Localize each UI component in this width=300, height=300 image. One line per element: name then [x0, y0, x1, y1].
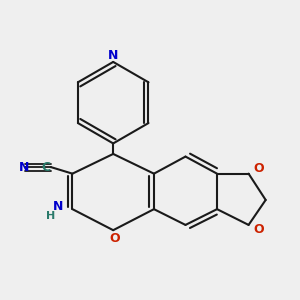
Text: H: H — [46, 211, 56, 221]
Text: N: N — [19, 160, 29, 174]
Text: O: O — [109, 232, 120, 245]
Text: O: O — [254, 162, 264, 176]
Text: N: N — [53, 200, 63, 213]
Text: C: C — [42, 160, 51, 174]
Text: N: N — [108, 49, 119, 62]
Text: O: O — [254, 223, 264, 236]
